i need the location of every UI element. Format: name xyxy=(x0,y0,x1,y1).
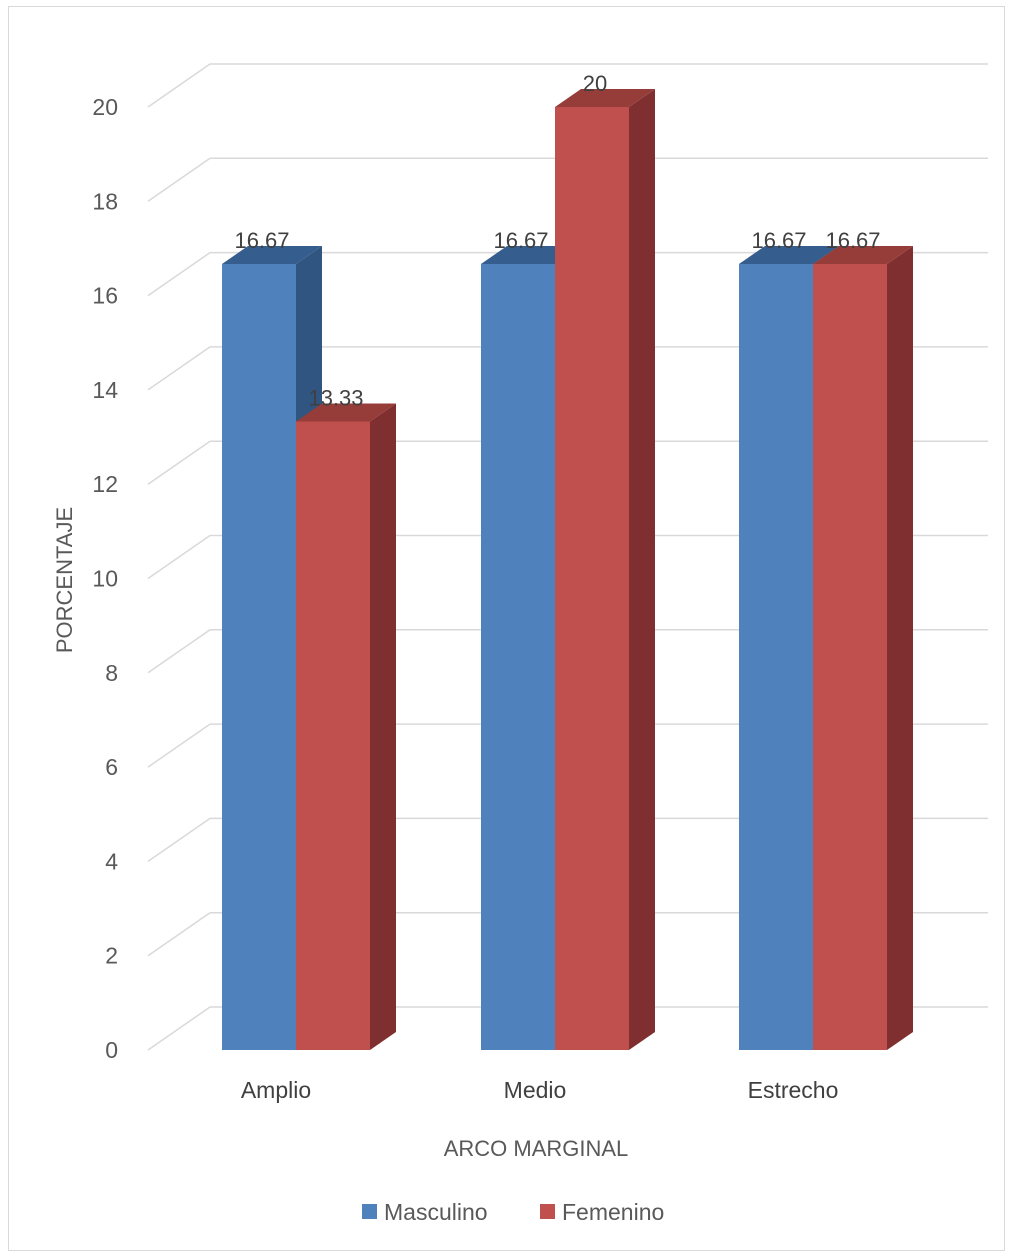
legend-item: Masculino xyxy=(362,1199,488,1225)
bar-front xyxy=(481,264,555,1050)
y-tick-label: 12 xyxy=(92,471,118,497)
data-label: 16.67 xyxy=(493,228,548,253)
bar-front xyxy=(555,107,629,1050)
y-tick-label: 20 xyxy=(92,94,118,120)
bar-side xyxy=(370,403,396,1051)
bar-top xyxy=(813,246,913,265)
data-label: 13.33 xyxy=(308,385,363,410)
gridline xyxy=(147,63,988,108)
bar-front xyxy=(222,264,296,1050)
data-label: 16.67 xyxy=(234,228,289,253)
bar-front xyxy=(739,264,813,1050)
bar xyxy=(296,403,396,1051)
bar xyxy=(813,246,913,1050)
y-tick-label: 0 xyxy=(105,1037,118,1063)
y-tick-label: 2 xyxy=(105,943,118,969)
y-tick-label: 10 xyxy=(92,566,118,592)
x-axis-categories: Amplio Medio Estrecho xyxy=(241,1077,839,1103)
y-tick-label: 6 xyxy=(105,754,118,780)
bar-front xyxy=(813,264,887,1050)
data-labels: 16.67 13.33 16.67 20 16.67 16.67 xyxy=(234,71,880,410)
bar-side xyxy=(887,246,913,1050)
x-category-label: Medio xyxy=(504,1077,567,1103)
y-tick-label: 18 xyxy=(92,188,118,214)
y-axis-title: PORCENTAJE xyxy=(52,507,77,653)
bar-top xyxy=(296,403,396,422)
legend-swatch xyxy=(540,1204,555,1219)
legend-item: Femenino xyxy=(540,1199,664,1225)
y-tick-label: 14 xyxy=(92,377,118,403)
x-axis-title: ARCO MARGINAL xyxy=(444,1136,629,1161)
y-tick-label: 16 xyxy=(92,283,118,309)
data-label: 16.67 xyxy=(751,228,806,253)
bar-top xyxy=(739,246,839,265)
bar-top xyxy=(555,89,655,107)
bar-side xyxy=(629,89,655,1050)
bars xyxy=(222,89,913,1051)
y-tick-label: 8 xyxy=(105,660,118,686)
data-label: 16.67 xyxy=(825,228,880,253)
legend: Masculino Femenino xyxy=(362,1199,664,1225)
y-axis-ticks: 0 2 4 6 8 10 12 14 16 18 20 xyxy=(92,94,118,1063)
bar-front xyxy=(296,421,370,1051)
chart-frame xyxy=(8,6,1005,1251)
legend-swatch xyxy=(362,1204,377,1219)
bar xyxy=(555,89,655,1050)
legend-label: Masculino xyxy=(384,1199,488,1225)
x-category-label: Estrecho xyxy=(748,1077,839,1103)
bar-top xyxy=(222,246,322,265)
y-tick-label: 4 xyxy=(105,848,118,874)
legend-label: Femenino xyxy=(562,1199,664,1225)
data-label: 20 xyxy=(583,71,607,96)
x-category-label: Amplio xyxy=(241,1077,311,1103)
